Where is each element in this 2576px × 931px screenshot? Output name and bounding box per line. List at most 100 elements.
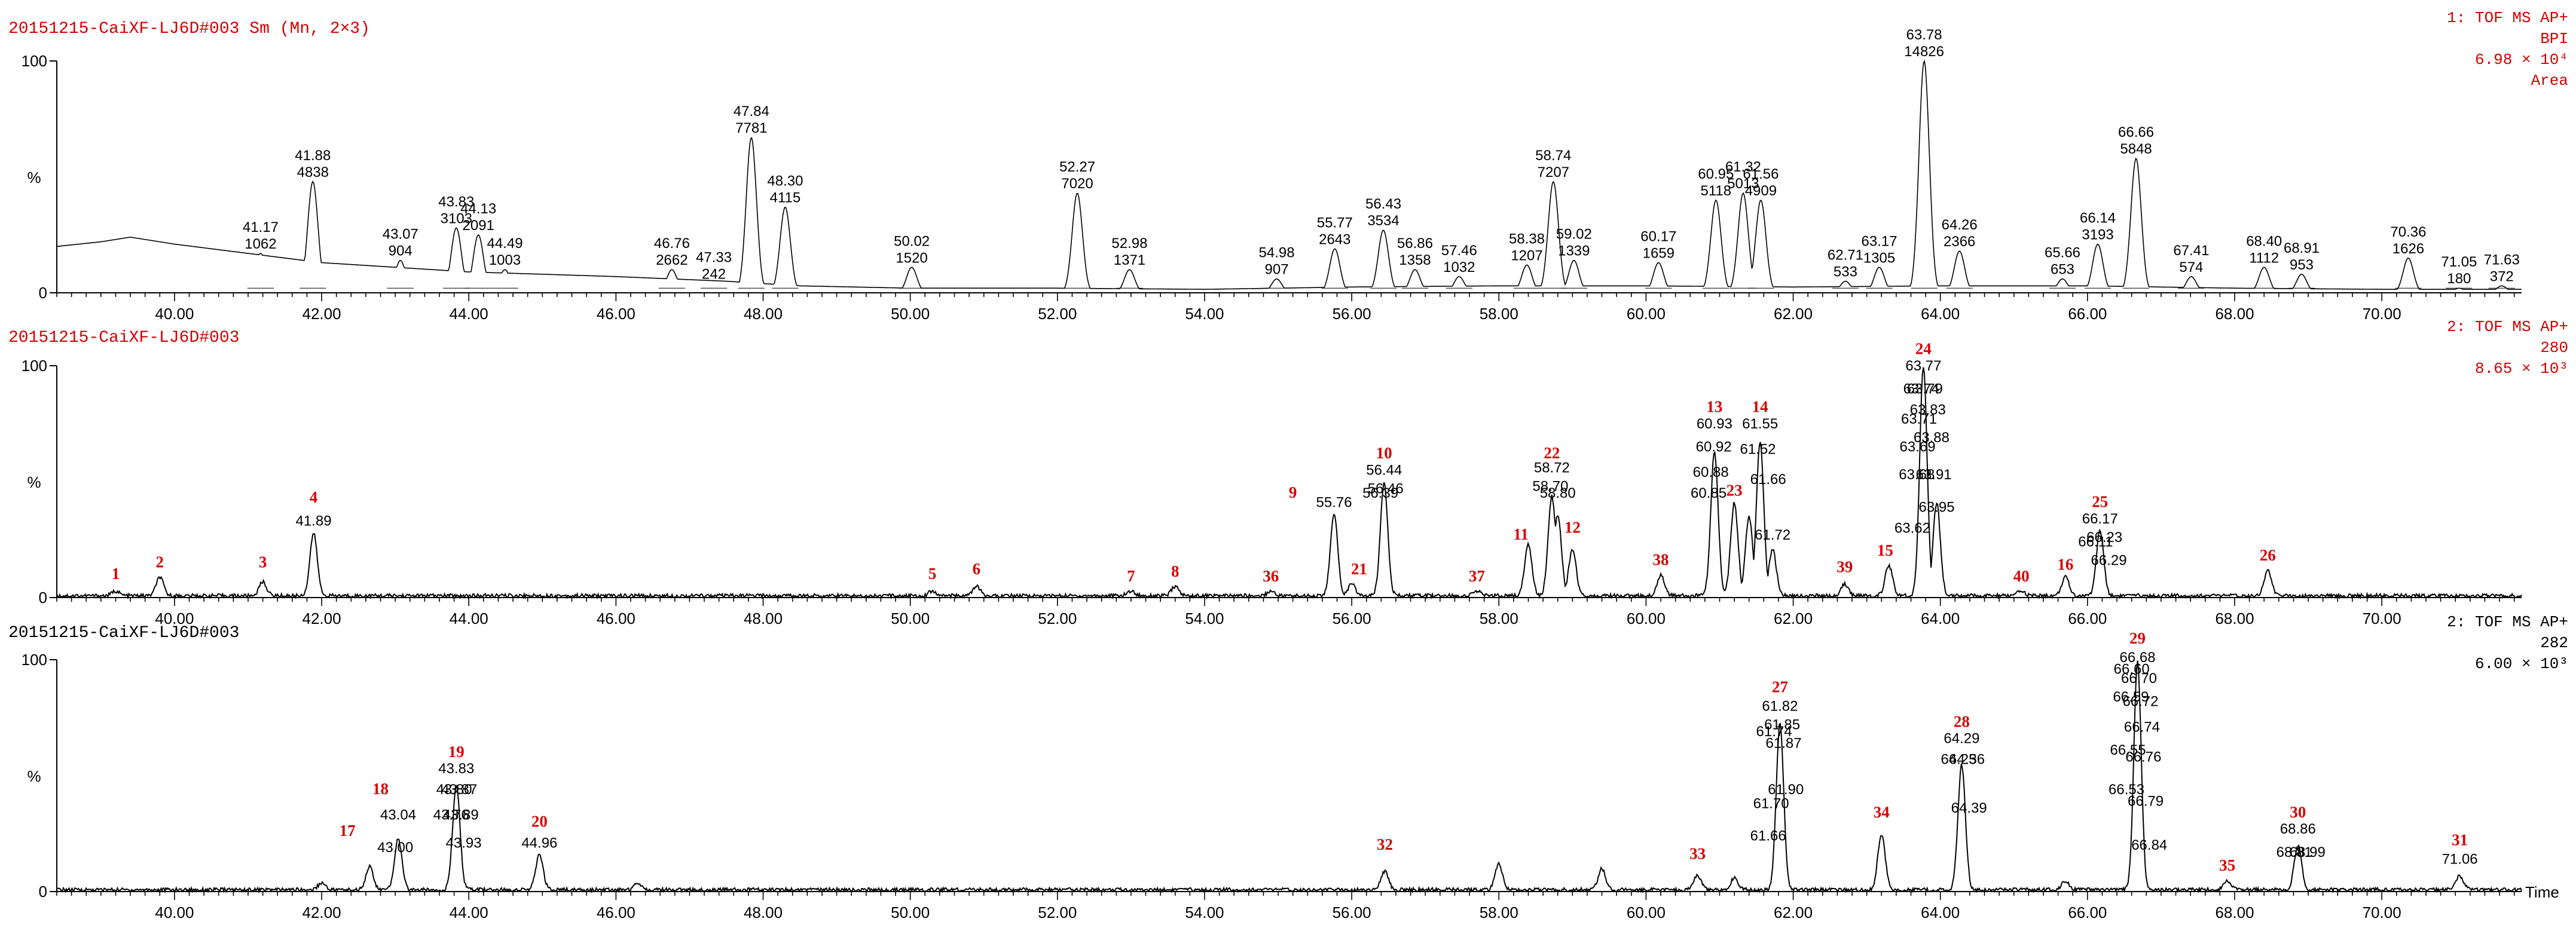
peak-rt-label: 41.17 — [243, 219, 279, 235]
x-tick-label: 50.00 — [891, 904, 930, 921]
compound-number: 5 — [928, 565, 937, 583]
x-tick-label: 70.00 — [2363, 305, 2401, 323]
rt-label: 43.04 — [380, 807, 416, 823]
rt-label: 63.88 — [1914, 430, 1949, 446]
peak-rt-label: 66.66 — [2118, 124, 2154, 140]
rt-label: 58.72 — [1534, 460, 1570, 476]
peak-rt-label: 57.46 — [1441, 243, 1477, 259]
compound-number: 3 — [259, 553, 267, 571]
compound-number: 7 — [1127, 567, 1135, 585]
rt-label: 66.17 — [2082, 511, 2118, 527]
y-axis-label: % — [27, 169, 41, 186]
peak-rt-label: 43.07 — [383, 226, 418, 243]
rt-label: 56.46 — [1368, 480, 1404, 497]
y-tick-label: 100 — [22, 357, 47, 375]
rt-label: 61.74 — [1756, 724, 1792, 740]
x-tick-label: 50.00 — [891, 610, 930, 627]
compound-number: 22 — [1544, 444, 1560, 462]
compound-number: 35 — [2219, 856, 2235, 874]
compound-number: 15 — [1877, 541, 1893, 559]
peak-area-label: 533 — [1834, 264, 1857, 280]
compound-number: 1 — [112, 565, 120, 583]
rt-label: 66.74 — [2124, 719, 2160, 735]
peak-area-label: 1207 — [1511, 247, 1542, 264]
y-tick-label: 100 — [22, 52, 47, 70]
rt-label: 63.83 — [1910, 402, 1946, 418]
x-tick-label: 40.00 — [155, 305, 194, 323]
panel-trace-info: 8.65 × 10³ — [2475, 360, 2568, 378]
peak-rt-label: 54.98 — [1259, 245, 1295, 261]
compound-number: 38 — [1653, 551, 1669, 569]
peak-area-label: 2091 — [463, 218, 494, 234]
peak-rt-label: 46.76 — [654, 235, 690, 252]
peak-area-label: 2662 — [656, 252, 687, 268]
x-tick-label: 66.00 — [2068, 610, 2107, 627]
rt-label: 61.55 — [1742, 416, 1778, 432]
compound-number: 33 — [1689, 845, 1706, 863]
y-tick-label: 0 — [39, 589, 47, 607]
x-tick-label: 64.00 — [1921, 305, 1960, 323]
peak-rt-label: 56.43 — [1365, 196, 1401, 212]
compound-number: 14 — [1752, 398, 1768, 416]
peak-area-label: 4909 — [1745, 183, 1777, 199]
rt-label: 55.76 — [1316, 495, 1352, 511]
peak-rt-label: 50.02 — [894, 233, 930, 249]
x-tick-label: 60.00 — [1627, 904, 1666, 921]
compound-number: 23 — [1726, 481, 1743, 499]
x-tick-label: 52.00 — [1038, 904, 1077, 921]
x-tick-label: 58.00 — [1480, 610, 1518, 627]
rt-label: 43.00 — [377, 840, 413, 856]
rt-label: 66.68 — [2120, 650, 2156, 666]
compound-number: 17 — [340, 822, 356, 840]
rt-label: 63.79 — [1907, 381, 1943, 397]
compound-number: 39 — [1836, 558, 1853, 575]
peak-rt-label: 44.49 — [487, 235, 522, 252]
rt-label: 68.86 — [2280, 821, 2316, 837]
x-tick-label: 58.00 — [1480, 904, 1518, 921]
peak-rt-label: 65.66 — [2045, 245, 2080, 261]
peak-area-label: 1659 — [1643, 246, 1674, 262]
peak-rt-label: 41.88 — [295, 148, 331, 164]
rt-label: 71.06 — [2442, 851, 2478, 867]
peak-rt-label: 58.38 — [1509, 231, 1545, 247]
x-tick-label: 50.00 — [891, 305, 930, 323]
x-tick-label: 68.00 — [2215, 305, 2254, 323]
rt-label: 43.87 — [441, 782, 477, 798]
rt-label: 43.76 — [433, 807, 469, 823]
peak-rt-label: 44.13 — [460, 201, 496, 217]
peak-rt-label: 67.41 — [2173, 243, 2209, 259]
rt-label: 44.96 — [521, 835, 557, 851]
rt-label: 61.66 — [1750, 828, 1786, 844]
x-tick-label: 48.00 — [744, 904, 783, 921]
x-tick-label: 68.00 — [2215, 904, 2254, 921]
panel-trace-info: 6.00 × 10³ — [2475, 655, 2568, 673]
peak-area-label: 3534 — [1367, 213, 1399, 229]
compound-number: 2 — [156, 553, 164, 571]
rt-label: 66.72 — [2122, 694, 2158, 710]
x-tick-label: 40.00 — [155, 904, 194, 921]
rt-label: 61.70 — [1753, 795, 1789, 811]
peak-area-label: 907 — [1265, 262, 1289, 278]
rt-label: 60.92 — [1696, 439, 1732, 455]
rt-label: 60.85 — [1691, 485, 1726, 501]
compound-number: 29 — [2129, 629, 2146, 647]
peak-area-label: 574 — [2179, 259, 2203, 275]
compound-number: 13 — [1706, 398, 1722, 416]
panel-trace-info: BPI — [2540, 30, 2568, 48]
compound-number: 4 — [310, 488, 318, 506]
peak-rt-label: 48.30 — [767, 173, 803, 189]
rt-label: 66.76 — [2125, 749, 2161, 765]
rt-label: 66.53 — [2109, 782, 2144, 798]
x-tick-label: 60.00 — [1627, 610, 1666, 627]
rt-label: 61.66 — [1750, 471, 1786, 488]
peak-area-label: 1032 — [1443, 259, 1475, 275]
compound-number: 10 — [1376, 444, 1392, 462]
peak-rt-label: 61.56 — [1743, 166, 1779, 182]
compound-number: 12 — [1564, 518, 1581, 536]
compound-number: 32 — [1377, 835, 1393, 853]
peak-area-label: 5013 — [1727, 176, 1759, 192]
y-tick-label: 100 — [22, 651, 47, 669]
peak-rt-label: 60.17 — [1640, 229, 1676, 245]
peak-area-label: 372 — [2490, 268, 2514, 284]
